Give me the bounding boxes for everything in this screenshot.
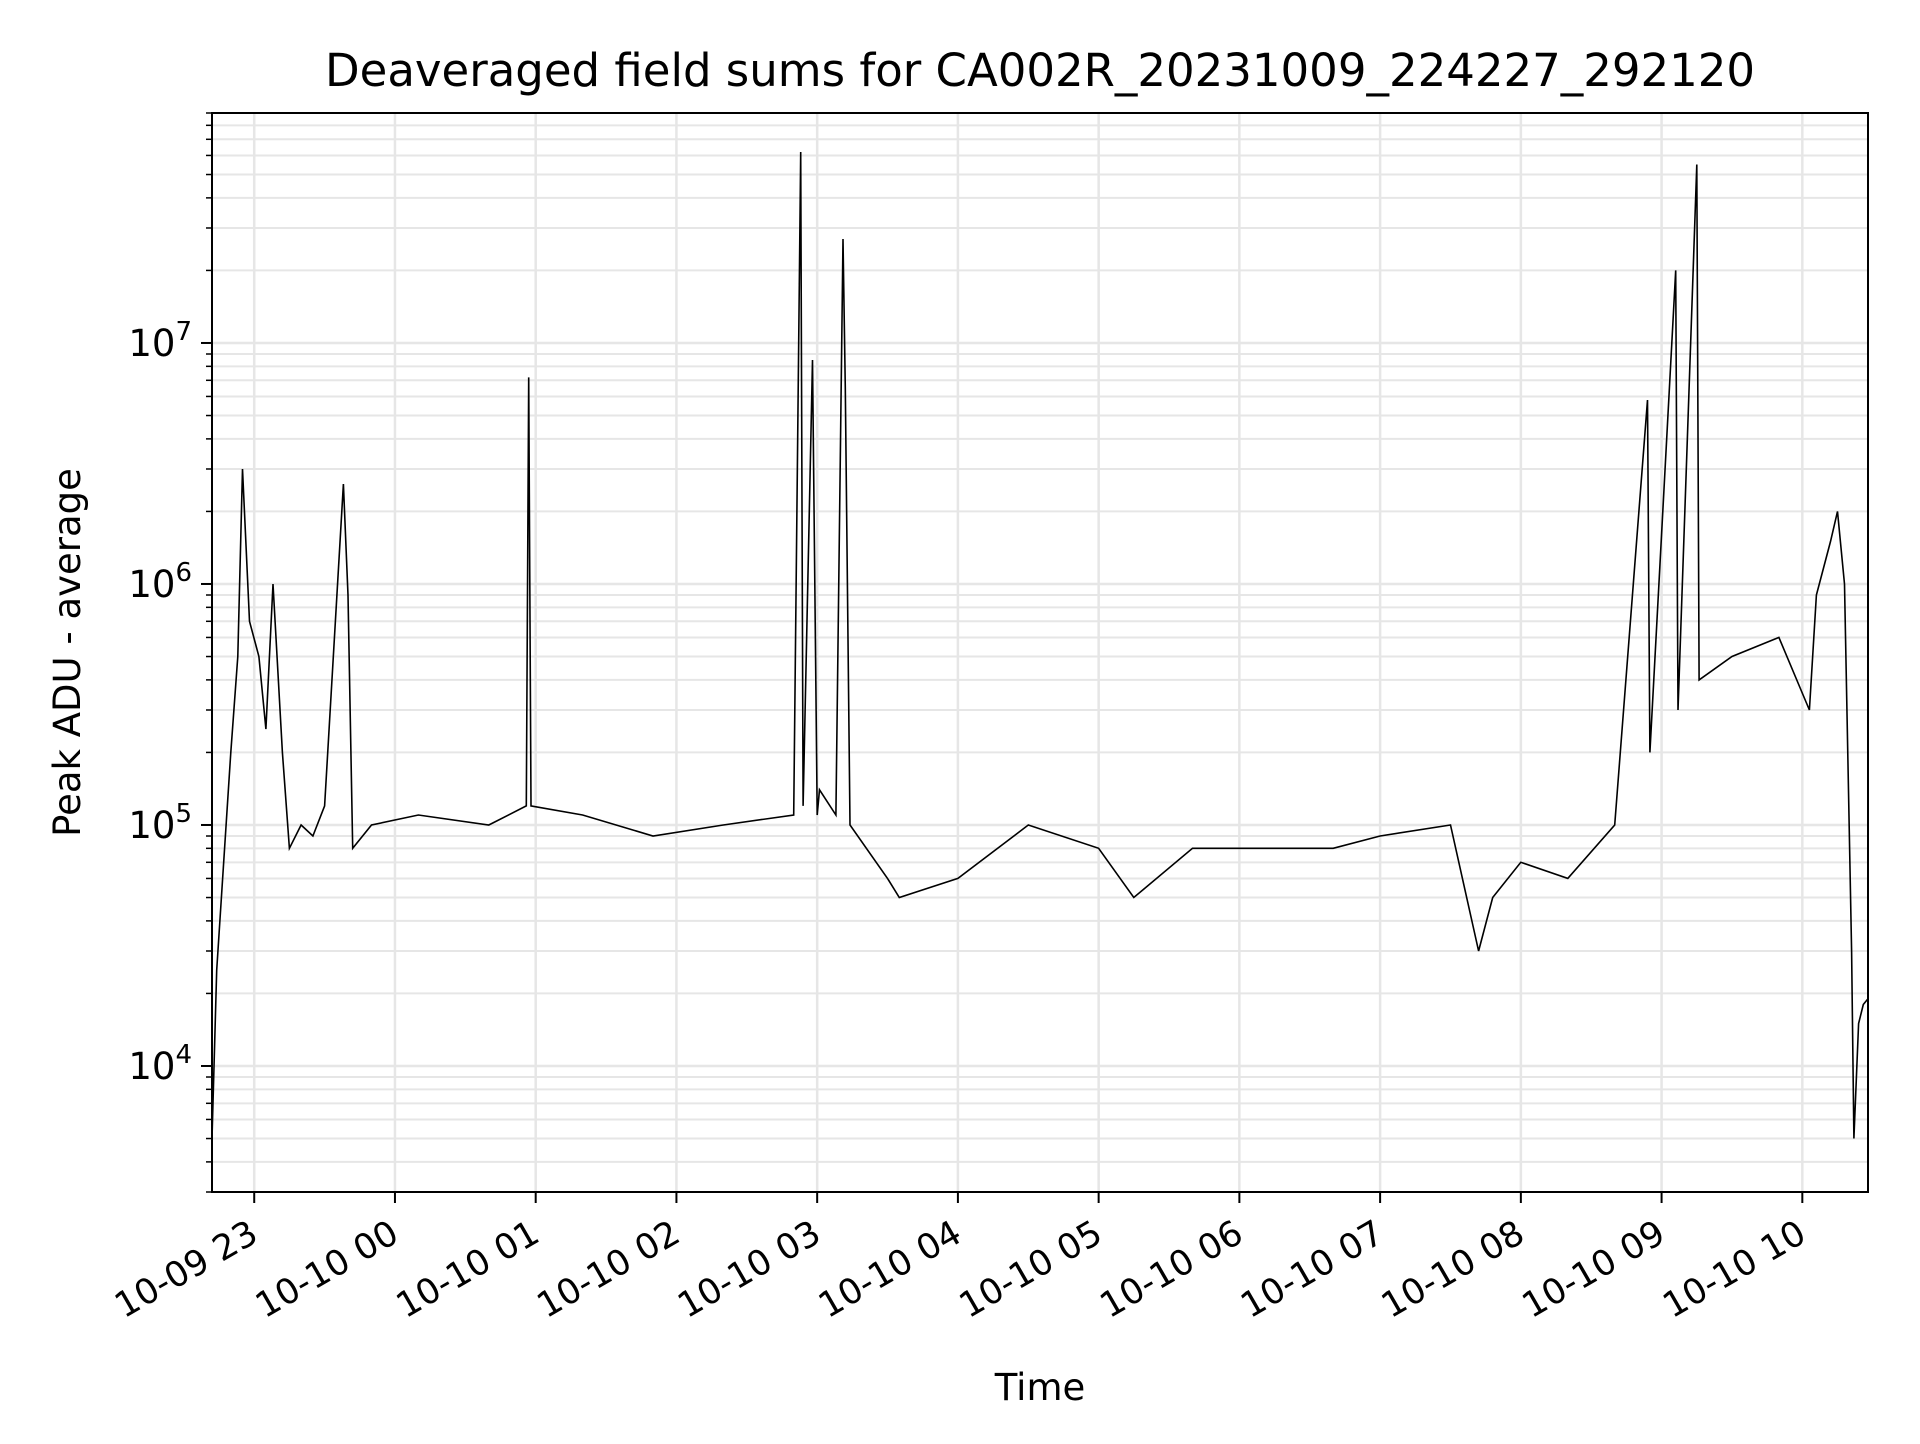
y-tick-base: 10 bbox=[128, 804, 175, 847]
y-tick-label: 106 bbox=[128, 558, 192, 606]
grid bbox=[212, 112, 1868, 1193]
y-tick-label: 105 bbox=[128, 799, 192, 847]
y-tick-base: 10 bbox=[128, 563, 175, 606]
y-tick-exponent: 5 bbox=[175, 799, 192, 829]
plot-frame bbox=[211, 112, 1869, 1193]
y-tick-exponent: 6 bbox=[175, 558, 192, 588]
y-tick-exponent: 4 bbox=[175, 1040, 192, 1070]
plot-area bbox=[211, 151, 1869, 1139]
series-line bbox=[211, 151, 1869, 1139]
y-axis-label: Peak ADU - average bbox=[46, 468, 89, 837]
y-tick-exponent: 7 bbox=[175, 317, 192, 347]
y-tick-base: 10 bbox=[128, 1045, 175, 1088]
y-tick-base: 10 bbox=[128, 322, 175, 365]
y-tick-label: 107 bbox=[128, 317, 192, 365]
chart-title: Deaveraged field sums for CA002R_2023100… bbox=[325, 44, 1755, 97]
y-tick-label: 104 bbox=[128, 1040, 192, 1088]
x-axis-label: Time bbox=[994, 1366, 1086, 1409]
